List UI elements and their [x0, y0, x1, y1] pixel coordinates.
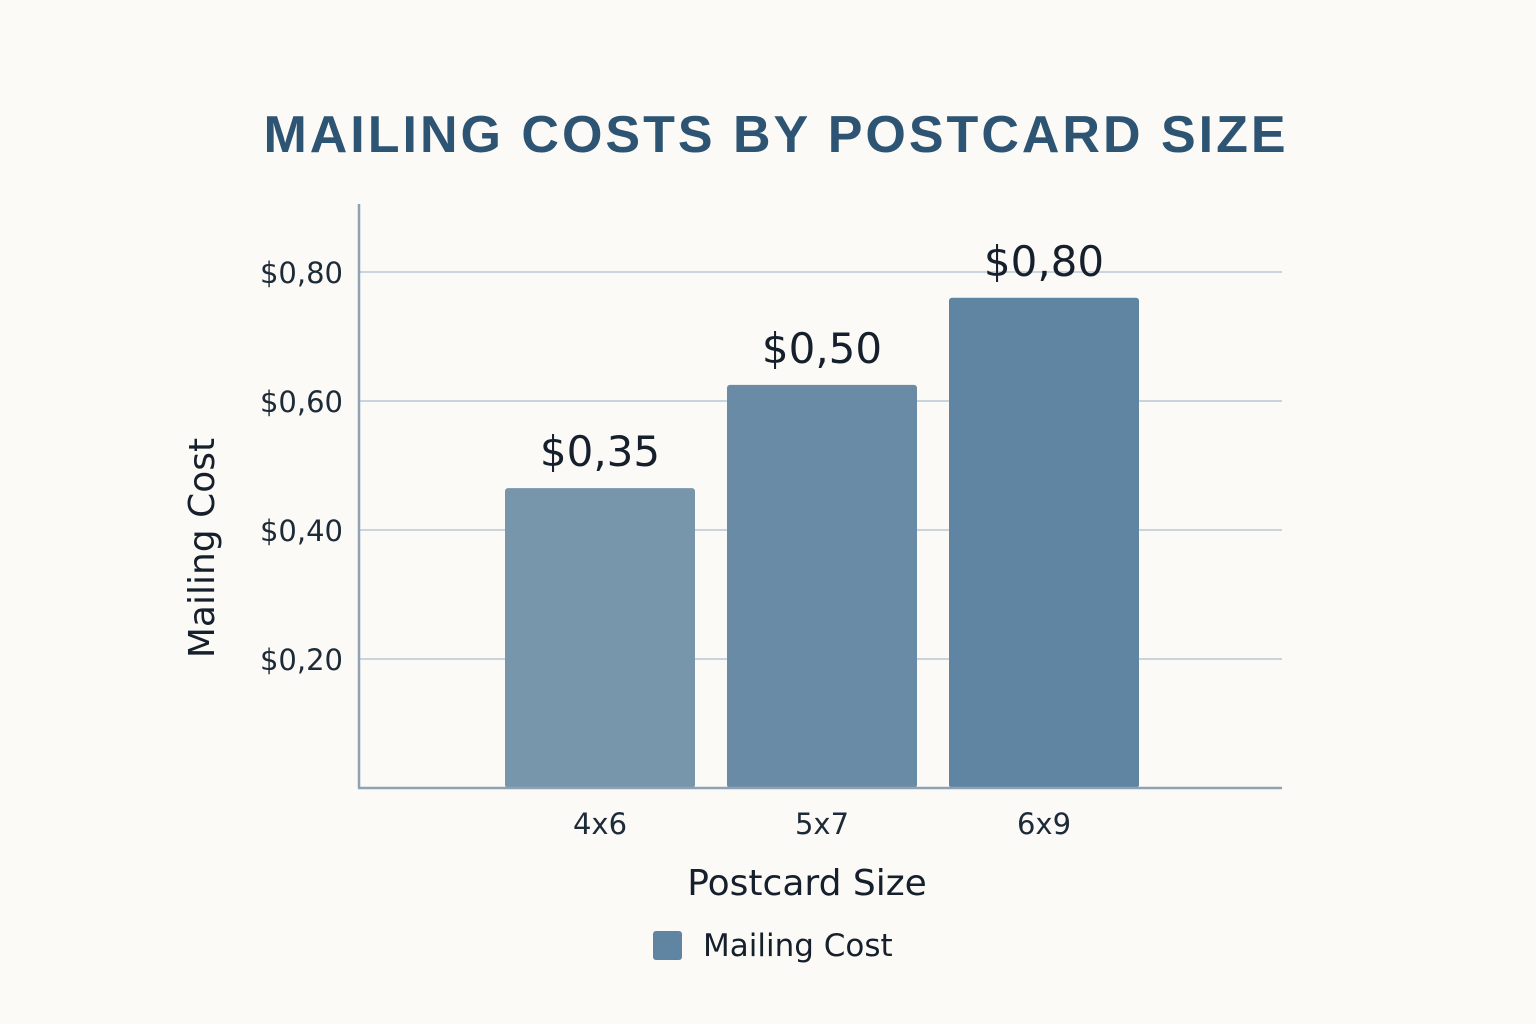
x-axis-ticks: 4x6 5x7 6x9: [573, 807, 1071, 841]
x-axis-title: Postcard Size: [687, 863, 927, 904]
data-labels: $0,35 $0,50 $0,80: [540, 237, 1104, 476]
y-axis-ticks: $0,20 $0,40 $0,60 $0,80: [260, 256, 343, 677]
x-tick-label: 6x9: [1017, 807, 1071, 841]
y-tick-label: $0,80: [260, 256, 343, 290]
bar: [949, 297, 1139, 788]
bar-value-label: $0,50: [762, 324, 882, 373]
bar-value-label: $0,80: [984, 237, 1104, 286]
legend-swatch: [653, 931, 682, 960]
x-tick-label: 5x7: [795, 807, 849, 841]
y-tick-label: $0,20: [260, 643, 343, 677]
y-tick-label: $0,60: [260, 385, 343, 419]
bar: [727, 384, 917, 788]
bar-value-label: $0,35: [540, 427, 660, 476]
x-tick-label: 4x6: [573, 807, 627, 841]
axes: [357, 204, 1282, 790]
legend: Mailing Cost: [653, 928, 893, 964]
legend-label: Mailing Cost: [703, 928, 893, 964]
chart-title: MAILING COSTS BY POSTCARD SIZE: [263, 106, 1288, 164]
bars: [505, 297, 1139, 788]
y-tick-label: $0,40: [260, 514, 343, 548]
y-axis-title: Mailing Cost: [182, 438, 223, 658]
bar: [505, 488, 695, 788]
